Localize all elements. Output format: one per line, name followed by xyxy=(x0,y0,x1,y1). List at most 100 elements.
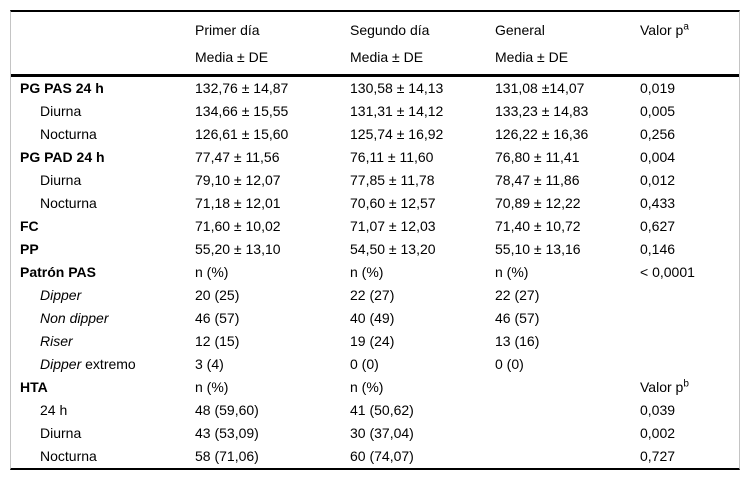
row-label: Diurna xyxy=(11,100,195,123)
table-header: Primer día Media ± DE Segundo día Media … xyxy=(11,12,739,74)
cell-valor-p xyxy=(640,307,739,330)
cell-primer-dia: 55,20 ± 13,10 xyxy=(195,241,281,257)
row-label-text: Dipper xyxy=(40,287,82,303)
table-row: FC 71,60 ± 10,02 71,07 ± 12,03 71,40 ± 1… xyxy=(11,215,739,238)
cell-general xyxy=(495,376,640,399)
row-label: Diurna xyxy=(11,169,195,192)
table-row: Diurna 79,10 ± 12,07 77,85 ± 11,78 78,47… xyxy=(11,169,739,192)
row-label-text: Diurna xyxy=(40,425,82,441)
row-label-text: HTA xyxy=(20,379,48,395)
valor-p-label: Valor p xyxy=(640,22,684,38)
row-label-text: PG PAS 24 h xyxy=(20,80,104,96)
row-label-text: PG PAD 24 h xyxy=(20,149,105,165)
row-label: Nocturna xyxy=(11,192,195,215)
cell-primer-dia: 12 (15) xyxy=(195,333,240,349)
cell-valor-p: 0,433 xyxy=(640,195,676,211)
table-row: Nocturna 126,61 ± 15,60 125,74 ± 16,92 1… xyxy=(11,123,739,146)
cell-valor-p xyxy=(640,330,739,353)
row-label: PG PAS 24 h xyxy=(11,77,195,100)
cell-general: 0 (0) xyxy=(495,356,524,372)
row-label-text: FC xyxy=(20,218,39,234)
cell-segundo-dia: 131,31 ± 14,12 xyxy=(350,103,444,119)
table-body: PG PAS 24 h 132,76 ± 14,87 130,58 ± 14,1… xyxy=(11,77,739,468)
cell-general: 55,10 ± 13,16 xyxy=(495,241,581,257)
row-label-text: Nocturna xyxy=(40,126,97,142)
table-row: 24 h 48 (59,60) 41 (50,62) 0,039 xyxy=(11,399,739,422)
cell-valor-p xyxy=(640,284,739,307)
row-label: 24 h xyxy=(11,399,195,422)
cell-primer-dia: 77,47 ± 11,56 xyxy=(195,149,280,165)
cell-general: 133,23 ± 14,83 xyxy=(495,103,589,119)
cell-valor-p: 0,146 xyxy=(640,241,676,257)
cell-segundo-dia: 70,60 ± 12,57 xyxy=(350,195,436,211)
cell-primer-dia: 46 (57) xyxy=(195,310,240,326)
cell-segundo-dia: 19 (24) xyxy=(350,333,395,349)
cell-primer-dia: 43 (53,09) xyxy=(195,425,259,441)
cell-general xyxy=(495,422,640,445)
cell-general: n (%) xyxy=(495,264,529,280)
row-label: PP xyxy=(11,238,195,261)
row-label: Patrón PAS xyxy=(11,261,195,284)
cell-valor-p: 0,004 xyxy=(640,149,676,165)
cell-valor-p: 0,005 xyxy=(640,103,676,119)
cell-segundo-dia: 54,50 ± 13,20 xyxy=(350,241,436,257)
column-title: General xyxy=(495,22,545,38)
row-label-text: Riser xyxy=(40,333,73,349)
table-row: Riser 12 (15) 19 (24) 13 (16) xyxy=(11,330,739,353)
table-row: Nocturna 58 (71,06) 60 (74,07) 0,727 xyxy=(11,445,739,468)
cell-general xyxy=(495,445,640,468)
row-label-text: Non dipper xyxy=(40,310,109,326)
cell-primer-dia: 71,60 ± 10,02 xyxy=(195,218,281,234)
cell-segundo-dia: 30 (37,04) xyxy=(350,425,414,441)
cell-primer-dia: 126,61 ± 15,60 xyxy=(195,126,289,142)
row-label: Dipper xyxy=(11,284,195,307)
cell-segundo-dia: 41 (50,62) xyxy=(350,402,414,418)
cell-primer-dia: 71,18 ± 12,01 xyxy=(195,195,281,211)
results-table: Primer día Media ± DE Segundo día Media … xyxy=(10,10,740,470)
row-label: HTA xyxy=(11,376,195,399)
cell-valor-p: 0,002 xyxy=(640,425,676,441)
cell-primer-dia: 58 (71,06) xyxy=(195,448,259,464)
row-label-text: Dipper xyxy=(40,356,82,372)
table-row: PG PAS 24 h 132,76 ± 14,87 130,58 ± 14,1… xyxy=(11,77,739,100)
cell-segundo-dia: 71,07 ± 12,03 xyxy=(350,218,436,234)
table-row: Non dipper 46 (57) 40 (49) 46 (57) xyxy=(11,307,739,330)
column-title: Valor pa xyxy=(640,17,739,44)
cell-valor-p: 0,019 xyxy=(640,80,676,96)
cell-segundo-dia: 0 (0) xyxy=(350,356,379,372)
cell-valor-p xyxy=(640,353,739,376)
cell-segundo-dia: 125,74 ± 16,92 xyxy=(350,126,444,142)
table-row: Patrón PAS n (%) n (%) n (%) < 0,0001 xyxy=(11,261,739,284)
cell-primer-dia: n (%) xyxy=(195,264,229,280)
cell-valor-p: 0,256 xyxy=(640,126,676,142)
table-row: Nocturna 71,18 ± 12,01 70,60 ± 12,57 70,… xyxy=(11,192,739,215)
cell-general: 78,47 ± 11,86 xyxy=(495,172,580,188)
column-title: Segundo día xyxy=(350,22,430,38)
table-row: HTA n (%) n (%) Valor pb xyxy=(11,376,739,399)
cell-general: 76,80 ± 11,41 xyxy=(495,149,580,165)
cell-general: 131,08 ±14,07 xyxy=(495,80,585,96)
row-label: FC xyxy=(11,215,195,238)
row-label: Nocturna xyxy=(11,123,195,146)
row-label-text: PP xyxy=(20,241,39,257)
cell-general: 70,89 ± 12,22 xyxy=(495,195,581,211)
cell-valor-p: 0,727 xyxy=(640,448,676,464)
cell-segundo-dia: n (%) xyxy=(350,264,384,280)
column-subtitle: Media ± DE xyxy=(195,49,269,65)
cell-segundo-dia: n (%) xyxy=(350,379,384,395)
row-label: Nocturna xyxy=(11,445,195,468)
row-label-text: Diurna xyxy=(40,172,82,188)
cell-general xyxy=(495,399,640,422)
cell-primer-dia: 79,10 ± 12,07 xyxy=(195,172,281,188)
cell-segundo-dia: 40 (49) xyxy=(350,310,395,326)
cell-valor-p: Valor pb xyxy=(640,378,689,395)
cell-segundo-dia: 130,58 ± 14,13 xyxy=(350,80,444,96)
valor-p-superscript: a xyxy=(683,21,689,33)
cell-primer-dia: 20 (25) xyxy=(195,287,240,303)
header-empty-cell xyxy=(11,17,195,71)
column-subtitle: Media ± DE xyxy=(350,49,424,65)
row-label: Non dipper xyxy=(11,307,195,330)
cell-general: 46 (57) xyxy=(495,310,540,326)
column-header-primer-dia: Primer día Media ± DE xyxy=(195,17,350,71)
row-label-text: Patrón PAS xyxy=(20,264,96,280)
